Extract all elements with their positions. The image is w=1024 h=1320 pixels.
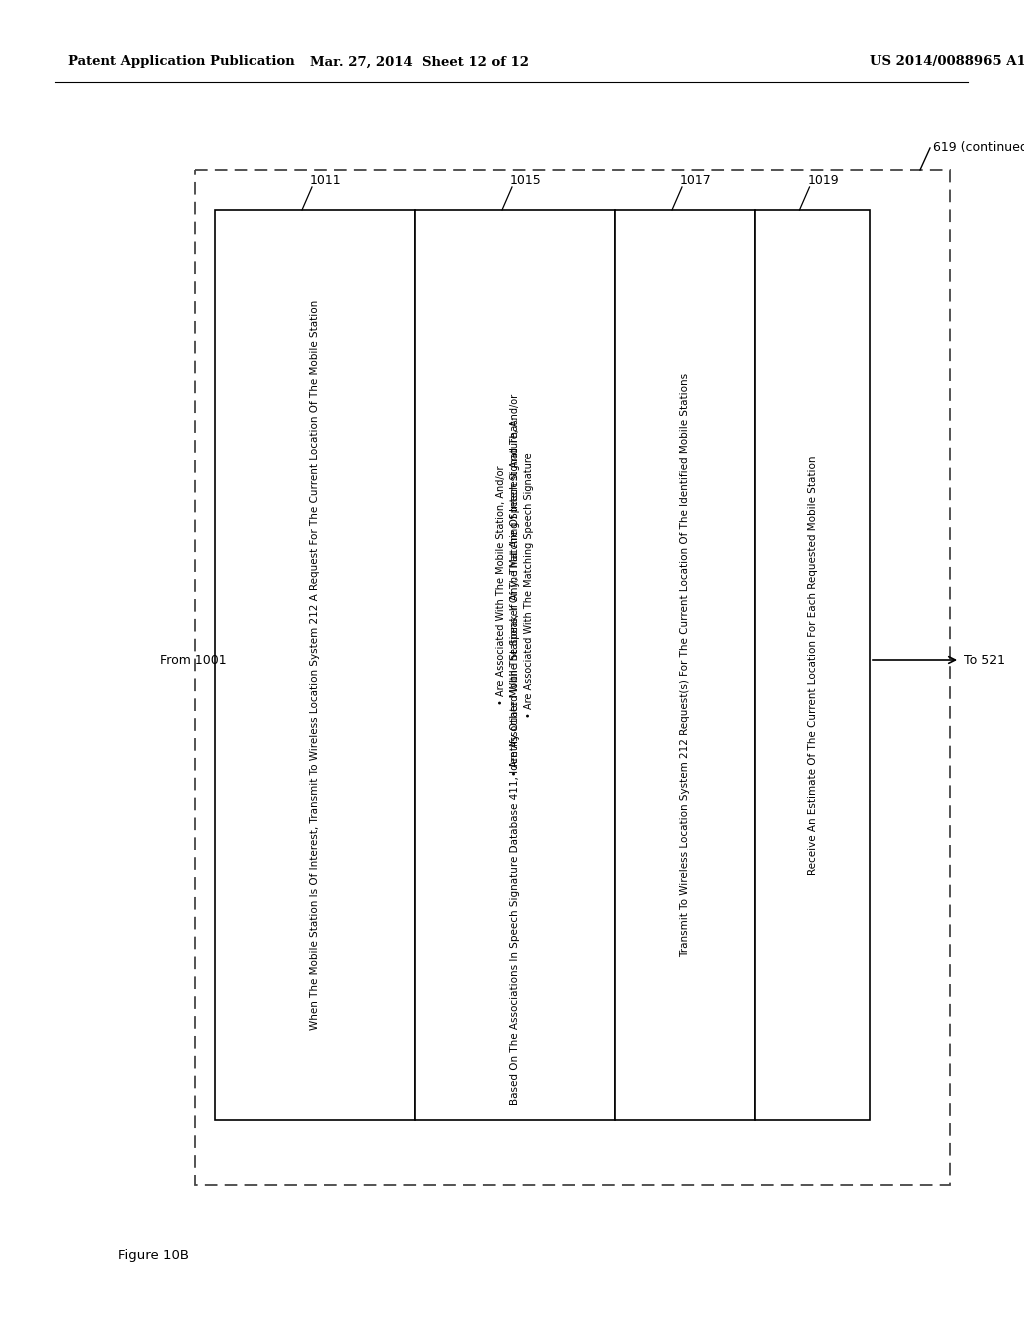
Text: 619 (continued): 619 (continued) — [933, 141, 1024, 154]
Text: 1015: 1015 — [510, 174, 542, 187]
Text: From 1001: From 1001 — [160, 653, 226, 667]
Bar — [195, 170, 950, 1185]
Text: To 521: To 521 — [964, 653, 1005, 667]
Text: US 2014/0088965 A1: US 2014/0088965 A1 — [870, 55, 1024, 69]
Text: Patent Application Publication: Patent Application Publication — [68, 55, 295, 69]
Text: 1011: 1011 — [310, 174, 342, 187]
Bar — [755, 210, 870, 1119]
Bar — [415, 210, 615, 1119]
Text: • Are Associated With The Speaker Of The Matching Speech Signature, And/or: • Are Associated With The Speaker Of The… — [510, 393, 520, 776]
Text: Based On The Associations In Speech Signature Database 411, Identify Other Mobil: Based On The Associations In Speech Sign… — [510, 417, 520, 1105]
Bar — [615, 210, 755, 1119]
Text: Figure 10B: Figure 10B — [118, 1249, 189, 1262]
Text: Transmit To Wireless Location System 212 Request(s) For The Current Location Of : Transmit To Wireless Location System 212… — [680, 374, 690, 957]
Text: 1017: 1017 — [680, 174, 712, 187]
Bar — [215, 210, 415, 1119]
Text: • Are Associated With The Matching Speech Signature: • Are Associated With The Matching Speec… — [524, 453, 534, 718]
Text: Mar. 27, 2014  Sheet 12 of 12: Mar. 27, 2014 Sheet 12 of 12 — [310, 55, 529, 69]
Text: When The Mobile Station Is Of Interest, Transmit To Wireless Location System 212: When The Mobile Station Is Of Interest, … — [310, 300, 319, 1030]
Text: • Are Associated With The Mobile Station, And/or: • Are Associated With The Mobile Station… — [496, 465, 506, 705]
Text: 1019: 1019 — [808, 174, 839, 187]
Text: Receive An Estimate Of The Current Location For Each Requested Mobile Station: Receive An Estimate Of The Current Locat… — [808, 455, 817, 875]
